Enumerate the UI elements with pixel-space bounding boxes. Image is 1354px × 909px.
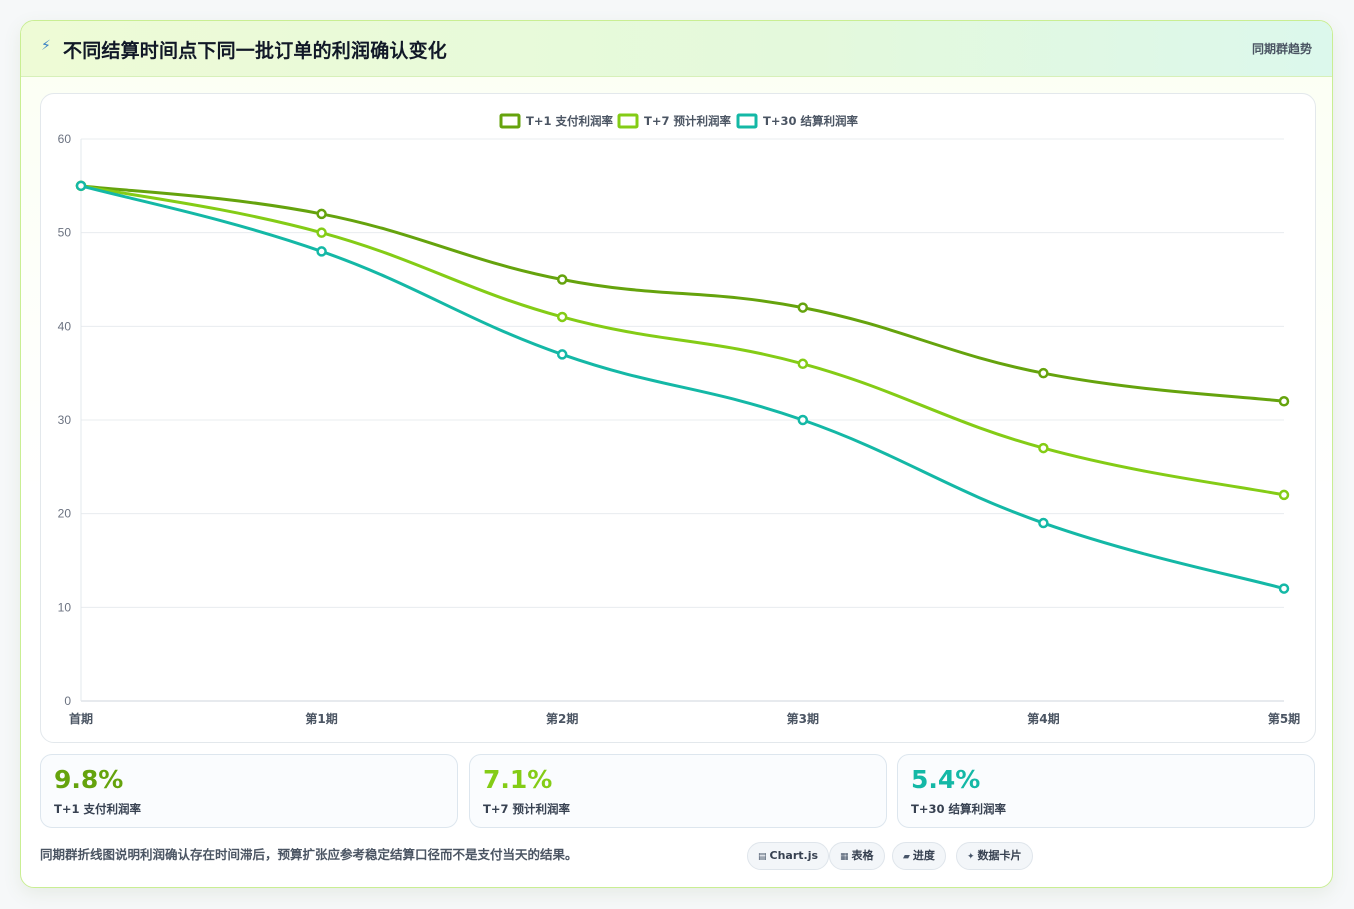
pill-data-cards[interactable]: ✦ 数据卡片 bbox=[956, 842, 1033, 870]
footer-note: 同期群折线图说明利润确认存在时间滞后，预算扩张应参考稳定结算口径而不是支付当天的… bbox=[40, 847, 578, 862]
legend-label: T+30 结算利润率 bbox=[763, 114, 858, 128]
stat-value: 7.1% bbox=[483, 765, 553, 794]
sparkle-icon: ✦ bbox=[967, 852, 975, 862]
data-point bbox=[75, 180, 87, 192]
card-header: ⚡ 不同结算时间点下同一批订单的利润确认变化 同期群趋势 bbox=[21, 21, 1332, 77]
legend-label: T+7 预计利润率 bbox=[644, 114, 731, 128]
y-tick-label: 30 bbox=[58, 413, 72, 427]
series-line-0 bbox=[80, 184, 1285, 403]
data-point bbox=[316, 208, 327, 220]
progress-icon: ▰ bbox=[903, 852, 910, 862]
pill-label: 进度 bbox=[912, 849, 935, 862]
stat-value: 5.4% bbox=[911, 765, 981, 794]
y-tick-label: 10 bbox=[58, 600, 72, 614]
x-tick-label: 第4期 bbox=[1027, 711, 1059, 726]
stat-card-t7: 7.1% T+7 预计利润率 bbox=[469, 754, 887, 828]
pill-chartjs[interactable]: ▤ Chart.js bbox=[747, 842, 830, 870]
header-tag: 同期群趋势 bbox=[1251, 42, 1312, 56]
chart-card: ⚡ 不同结算时间点下同一批订单的利润确认变化 同期群趋势 0 10 20 30 40 50… bbox=[20, 20, 1333, 888]
data-point bbox=[556, 274, 568, 285]
line-chart: 0 10 20 30 40 50 60 首期 第1期 第2期 第3期 第4期 第5期 T+1 支付利润率 T… bbox=[58, 113, 1300, 726]
series-line-1 bbox=[80, 184, 1285, 497]
x-tick-label: 第3期 bbox=[787, 711, 819, 726]
data-point bbox=[1278, 396, 1290, 407]
data-point bbox=[797, 302, 809, 313]
y-tick-label: 20 bbox=[58, 507, 72, 521]
stat-card-t30: 5.4% T+30 结算利润率 bbox=[897, 754, 1315, 828]
data-point bbox=[1278, 489, 1290, 501]
data-point bbox=[1278, 583, 1290, 594]
x-tick-label: 首期 bbox=[69, 711, 93, 726]
table-icon: ▦ bbox=[840, 852, 849, 862]
data-point bbox=[1038, 517, 1049, 529]
y-tick-label: 0 bbox=[64, 694, 71, 708]
data-point bbox=[1038, 367, 1049, 379]
stat-label: T+1 支付利润率 bbox=[54, 802, 141, 816]
legend-swatch bbox=[617, 113, 639, 129]
legend-label: T+1 支付利润率 bbox=[526, 114, 613, 128]
line-chart-container: 0 10 20 30 40 50 60 首期 第1期 第2期 第3期 第4期 第5期 T+1 支付利润率 T… bbox=[40, 93, 1316, 743]
stat-value: 9.8% bbox=[54, 765, 124, 794]
y-tick-label: 40 bbox=[58, 319, 72, 333]
x-tick-label: 第1期 bbox=[305, 711, 337, 726]
data-point bbox=[316, 227, 327, 238]
data-point bbox=[797, 414, 809, 426]
stat-label: T+30 结算利润率 bbox=[911, 802, 1006, 816]
pill-label: Chart.js bbox=[769, 849, 819, 862]
pill-label: 表格 bbox=[851, 849, 874, 862]
series-line-2 bbox=[80, 184, 1285, 591]
legend-swatch bbox=[499, 113, 521, 129]
pill-table[interactable]: ▦ 表格 bbox=[829, 842, 885, 870]
stat-label: T+7 预计利润率 bbox=[483, 802, 570, 816]
data-point bbox=[1038, 442, 1049, 454]
data-point bbox=[316, 246, 327, 257]
legend-swatch bbox=[736, 113, 758, 129]
data-point bbox=[797, 358, 809, 370]
data-point bbox=[556, 349, 568, 360]
y-tick-label: 60 bbox=[58, 132, 72, 146]
card-title: 不同结算时间点下同一批订单的利润确认变化 bbox=[63, 40, 448, 62]
pill-label: 数据卡片 bbox=[977, 849, 1022, 862]
bolt-icon: ⚡ bbox=[41, 38, 51, 54]
chart-icon: ▤ bbox=[758, 852, 767, 862]
y-tick-label: 50 bbox=[58, 226, 72, 240]
stat-card-t1: 9.8% T+1 支付利润率 bbox=[40, 754, 458, 828]
pill-progress[interactable]: ▰ 进度 bbox=[892, 842, 946, 870]
x-tick-label: 第5期 bbox=[1268, 711, 1300, 726]
x-tick-label: 第2期 bbox=[546, 711, 578, 726]
data-point bbox=[556, 311, 568, 323]
